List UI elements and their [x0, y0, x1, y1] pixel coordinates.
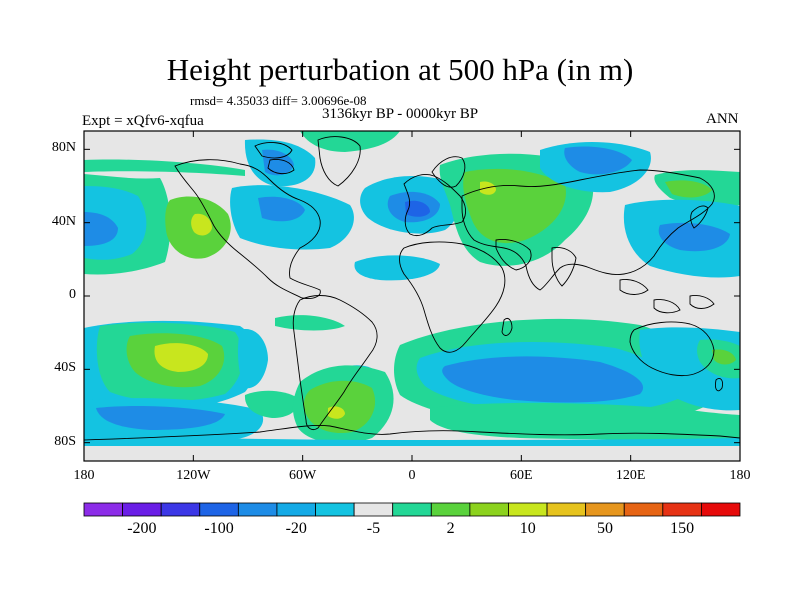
contour-nw-pacific-blue — [84, 212, 118, 246]
colorbar-swatch — [469, 502, 509, 517]
lon-tick-label: 180 — [729, 468, 751, 483]
coastline-canadian-arctic — [254, 142, 295, 175]
coastline-europe — [403, 173, 467, 237]
colorbar-swatch — [430, 502, 471, 517]
coastline-madagascar — [501, 317, 513, 336]
contour-fill-layer — [84, 131, 740, 446]
coastline-arabia — [495, 239, 532, 271]
coastline-new-zealand — [715, 377, 723, 392]
colorbar-swatch — [83, 502, 123, 517]
colorbar-swatch — [237, 502, 278, 517]
contour-south-atlantic-yellow — [328, 406, 345, 419]
contour-east-asia-green-dark — [665, 180, 712, 198]
map-title: Height perturbation at 500 hPa (in m) — [166, 52, 634, 87]
colorbar-swatch — [276, 502, 316, 517]
axis-ticks — [83, 131, 741, 461]
lon-tick-label: 0 — [408, 468, 416, 483]
contour-ne-pacific-yellow — [191, 213, 212, 236]
time-period-label: 3136kyr BP - 0000kyr BP — [322, 106, 479, 122]
coastline-scandinavia — [431, 156, 466, 188]
experiment-label: Expt = xQfv6-xqfua — [82, 113, 204, 129]
colorbar-swatch — [122, 502, 162, 517]
contour-mid-atlantic-cyan — [354, 255, 440, 281]
colorbar-label: 50 — [596, 520, 613, 537]
lat-tick-label: 40S — [54, 360, 76, 376]
lat-tick-label: 80N — [51, 140, 76, 156]
coastline-australia — [629, 321, 715, 377]
contour-siberia-blue — [564, 146, 632, 175]
contour-chile-cyan — [237, 329, 268, 389]
contour-australia-green-dark — [712, 349, 736, 365]
contour-north-atlantic-deep — [405, 200, 430, 217]
colorbar-label: -20 — [285, 520, 307, 537]
contour-drake-green — [244, 390, 299, 418]
colorbar — [83, 502, 741, 517]
colorbar-swatch — [585, 502, 625, 517]
contour-southern-indian-blue — [442, 356, 644, 403]
colorbar-swatch — [160, 502, 201, 517]
colorbar-swatch — [315, 502, 355, 517]
colorbar-label: 2 — [446, 520, 455, 537]
coastline-africa — [399, 241, 506, 353]
contour-tropical-green-strip — [275, 315, 345, 331]
colorbar-label: -100 — [204, 520, 234, 537]
colorbar-swatch — [662, 502, 702, 517]
contour-arctic-green-band — [300, 131, 400, 152]
coastline-japan — [690, 205, 709, 229]
contour-top-green-band — [84, 159, 245, 176]
coastline-south-america — [292, 295, 378, 431]
lat-tick-label: 80S — [54, 433, 76, 449]
colorbar-label: 10 — [519, 520, 536, 537]
lon-tick-label: 60E — [510, 468, 533, 483]
lon-tick-label: 120W — [176, 468, 211, 483]
contour-south-pacific-yellow — [154, 343, 208, 372]
season-label: ANN — [706, 111, 739, 127]
rmsd-stats: rmsd= 4.35033 diff= 3.00696e-08 — [190, 93, 367, 108]
colorbar-swatch — [546, 502, 587, 517]
contour-nw-pacific-neg-blue — [658, 222, 730, 252]
coastline-se-asia — [619, 279, 715, 314]
contour-eurasia-yellow — [480, 181, 496, 195]
lon-tick-label: 180 — [73, 468, 95, 483]
colorbar-swatch — [508, 502, 548, 517]
colorbar-label: -5 — [366, 520, 381, 537]
lat-tick-label: 40N — [51, 213, 76, 229]
colorbar-swatch — [701, 502, 741, 517]
colorbar-label: 150 — [670, 520, 695, 537]
colorbar-label: -200 — [127, 520, 157, 537]
coastline-india — [551, 247, 577, 287]
coastline-north-america — [174, 159, 321, 299]
coastlines — [84, 136, 740, 441]
colorbar-swatch — [623, 502, 664, 517]
colorbar-swatch — [353, 502, 394, 517]
coastline-antarctica — [84, 425, 740, 441]
contour-southern-ocean-green — [430, 402, 740, 440]
contour-south-pacific-deep-blue2 — [96, 406, 225, 430]
colorbar-swatch — [199, 502, 239, 517]
contour-north-america-blue — [258, 196, 305, 222]
lat-tick-label: 0 — [69, 287, 76, 302]
contour-south-atlantic-green-dark — [303, 380, 376, 434]
lon-tick-label: 120E — [615, 468, 646, 483]
contour-antarctic-blue-band — [84, 436, 740, 446]
colorbar-swatch — [392, 502, 432, 517]
coastline-asia — [461, 169, 715, 291]
lon-tick-label: 60W — [289, 468, 317, 483]
coastline-greenland — [317, 136, 361, 187]
